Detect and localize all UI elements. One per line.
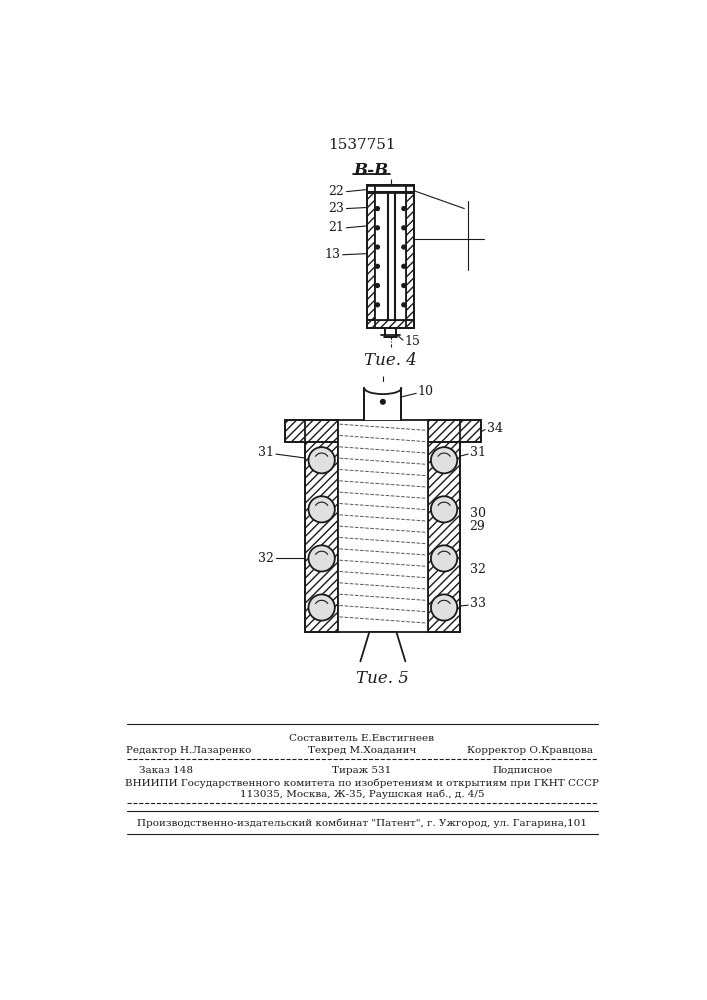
Circle shape xyxy=(375,264,380,268)
Text: 21: 21 xyxy=(328,221,344,234)
Bar xyxy=(305,420,338,632)
Text: 13: 13 xyxy=(325,248,340,261)
Bar xyxy=(385,328,396,337)
Text: 10: 10 xyxy=(418,385,434,398)
Circle shape xyxy=(402,303,406,307)
Text: Составитель Е.Евстигнеев: Составитель Е.Евстигнеев xyxy=(289,734,434,743)
Polygon shape xyxy=(361,632,405,661)
Circle shape xyxy=(308,545,335,572)
Bar xyxy=(428,420,481,442)
Text: 29: 29 xyxy=(469,520,486,533)
Circle shape xyxy=(308,594,335,621)
Bar xyxy=(285,420,338,442)
Bar xyxy=(368,320,414,328)
Circle shape xyxy=(380,400,385,404)
Text: Тираж 531: Тираж 531 xyxy=(332,766,392,775)
Text: 31: 31 xyxy=(469,446,486,459)
Bar xyxy=(368,185,375,328)
Bar xyxy=(385,328,396,337)
Text: 31: 31 xyxy=(257,446,274,459)
Text: 34: 34 xyxy=(486,422,503,434)
Text: 15: 15 xyxy=(404,335,421,348)
Bar xyxy=(338,420,428,632)
Circle shape xyxy=(431,545,457,572)
Bar xyxy=(368,185,375,328)
Circle shape xyxy=(402,284,406,287)
Bar xyxy=(406,185,414,328)
Bar xyxy=(305,420,338,632)
Bar xyxy=(428,420,481,442)
Text: Подписное: Подписное xyxy=(492,766,553,775)
Text: 32: 32 xyxy=(258,552,274,565)
Bar xyxy=(368,185,414,193)
Bar xyxy=(406,185,414,328)
Text: Τие. 5: Τие. 5 xyxy=(356,670,409,687)
Circle shape xyxy=(431,496,457,522)
Bar xyxy=(364,382,402,420)
Text: Техред М.Хоаданич: Техред М.Хоаданич xyxy=(308,746,416,755)
Text: 33: 33 xyxy=(469,597,486,610)
Text: 23: 23 xyxy=(328,202,344,215)
Text: 1537751: 1537751 xyxy=(328,138,396,152)
Text: Производственно-издательский комбинат "Патент", г. Ужгород, ул. Гагарина,101: Производственно-издательский комбинат "П… xyxy=(137,818,587,828)
Circle shape xyxy=(431,447,457,473)
Bar xyxy=(368,185,414,193)
Text: 32: 32 xyxy=(469,563,486,576)
Bar xyxy=(368,320,414,328)
Circle shape xyxy=(375,303,380,307)
Circle shape xyxy=(402,226,406,230)
Bar xyxy=(375,193,406,320)
Circle shape xyxy=(431,594,457,621)
Circle shape xyxy=(308,496,335,522)
Text: B-B: B-B xyxy=(354,162,389,179)
Text: Редактор Н.Лазаренко: Редактор Н.Лазаренко xyxy=(127,746,252,755)
Circle shape xyxy=(375,245,380,249)
Text: Корректор О.Кравцова: Корректор О.Кравцова xyxy=(467,746,593,755)
Circle shape xyxy=(375,207,380,210)
Text: 113035, Москва, Ж-35, Раушская наб., д. 4/5: 113035, Москва, Ж-35, Раушская наб., д. … xyxy=(240,790,484,799)
Circle shape xyxy=(308,447,335,473)
Circle shape xyxy=(375,226,380,230)
Circle shape xyxy=(402,207,406,210)
Circle shape xyxy=(402,245,406,249)
Text: 22: 22 xyxy=(328,185,344,198)
Text: 30: 30 xyxy=(469,507,486,520)
Text: Заказ 148: Заказ 148 xyxy=(139,766,193,775)
Circle shape xyxy=(375,284,380,287)
Bar xyxy=(285,420,338,442)
Bar xyxy=(428,420,460,632)
Circle shape xyxy=(402,264,406,268)
Bar xyxy=(428,420,460,632)
Text: Τие. 4: Τие. 4 xyxy=(364,352,417,369)
Text: ВНИИПИ Государственного комитета по изобретениям и открытиям при ГКНТ СССР: ВНИИПИ Государственного комитета по изоб… xyxy=(125,778,599,788)
